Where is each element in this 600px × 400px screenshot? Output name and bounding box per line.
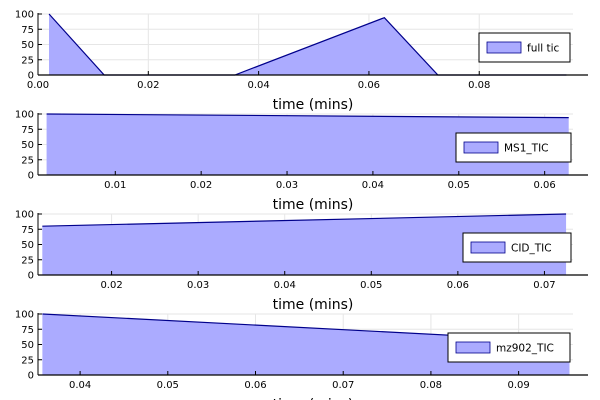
y-tick-label: 0 xyxy=(28,171,34,182)
y-tick-label: 50 xyxy=(21,140,34,151)
x-tick-label: 0.06 xyxy=(358,80,380,91)
series-area-fill xyxy=(49,14,567,75)
x-tick-label: 0.09 xyxy=(507,380,529,391)
x-tick-label: 0.05 xyxy=(157,380,179,391)
y-tick-label: 100 xyxy=(15,10,34,21)
x-tick-label: 0.03 xyxy=(276,180,298,191)
subplot-full-tic: 0 25 50 75 100 0.00 0.02 0.04 0.06 0.08 time (mins… xyxy=(15,10,588,113)
x-axis-label: time (mins) xyxy=(273,97,354,113)
legend-label: CID_TIC xyxy=(511,243,552,255)
x-axis-label: time (mins) xyxy=(273,197,354,213)
x-tick-label: 0.00 xyxy=(27,80,49,91)
x-tick-label: 0.08 xyxy=(468,80,490,91)
x-tick-label: 0.04 xyxy=(362,180,384,191)
series-area-fill xyxy=(46,114,569,175)
y-tick-label: 50 xyxy=(21,340,34,351)
legend-box xyxy=(455,132,572,163)
x-tick-label: 0.05 xyxy=(448,180,470,191)
series-line xyxy=(46,113,569,119)
legend-label: MS1_TIC xyxy=(504,143,549,155)
legend-label: mz902_TIC xyxy=(496,343,554,355)
y-tick-label: 100 xyxy=(15,310,34,321)
legend-label: full tic xyxy=(527,43,560,55)
x-tick-label: 0.05 xyxy=(360,280,382,291)
x-tick-label: 0.02 xyxy=(137,80,159,91)
y-tick-label: 25 xyxy=(21,55,34,66)
y-tick-label: 50 xyxy=(21,40,34,51)
x-tick-label: 0.06 xyxy=(244,380,266,391)
y-tick-label: 50 xyxy=(21,240,34,251)
y-tick-label: 0 xyxy=(28,271,34,282)
series-area-fill xyxy=(42,314,570,375)
y-tick-label: 100 xyxy=(15,210,34,221)
series-line xyxy=(42,213,567,227)
x-tick-label: 0.04 xyxy=(274,280,296,291)
x-tick-label: 0.03 xyxy=(187,280,209,291)
x-axis-label: time (mins) xyxy=(273,397,354,400)
legend-swatch xyxy=(463,141,499,154)
x-tick-label: 0.01 xyxy=(104,180,126,191)
x-tick-label: 0.04 xyxy=(247,80,269,91)
legend-swatch xyxy=(455,341,491,354)
y-tick-label: 75 xyxy=(21,325,34,336)
x-tick-label: 0.08 xyxy=(420,380,442,391)
x-tick-label: 0.07 xyxy=(533,280,555,291)
legend-swatch xyxy=(486,41,522,54)
y-tick-label: 0 xyxy=(28,71,34,82)
x-tick-label: 0.02 xyxy=(190,180,212,191)
x-axis-label: time (mins) xyxy=(273,297,354,313)
y-tick-label: 25 xyxy=(21,255,34,266)
y-tick-label: 25 xyxy=(21,355,34,366)
x-tick-label: 0.04 xyxy=(69,380,91,391)
y-tick-label: 75 xyxy=(21,25,34,36)
y-tick-label: 0 xyxy=(28,371,34,382)
subplot-mz902-tic: 0 25 50 75 100 0.04 0.05 0.06 0.07 0.08 0.09 time (… xyxy=(15,310,588,400)
y-tick-label: 75 xyxy=(21,225,34,236)
y-tick-label: 75 xyxy=(21,125,34,136)
subplot-ms1-tic: 0 25 50 75 100 0.01 0.02 0.03 0.04 0.05 0.06 time (… xyxy=(15,110,588,213)
subplot-cid-tic: 0 25 50 75 100 0.02 0.03 0.04 0.05 0.06 0.07 time (… xyxy=(15,210,588,313)
x-tick-label: 0.02 xyxy=(100,280,122,291)
legend-swatch xyxy=(470,241,506,254)
y-tick-label: 100 xyxy=(15,110,34,121)
series-area-fill xyxy=(42,214,567,275)
y-tick-label: 25 xyxy=(21,155,34,166)
x-tick-label: 0.07 xyxy=(332,380,354,391)
x-tick-label: 0.06 xyxy=(534,180,556,191)
x-tick-label: 0.06 xyxy=(447,280,469,291)
